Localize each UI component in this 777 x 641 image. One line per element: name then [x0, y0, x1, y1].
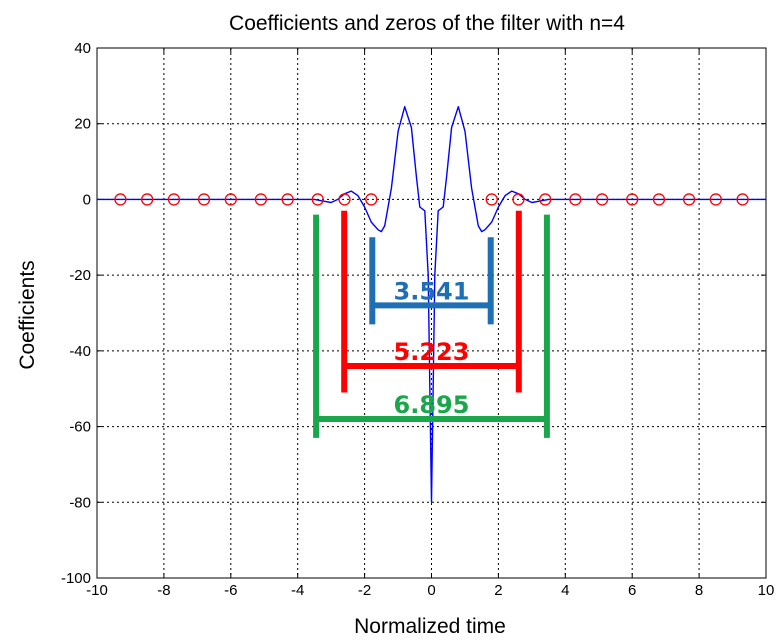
- y-tick-label: -100: [61, 570, 91, 587]
- x-tick-label: -4: [291, 582, 304, 599]
- chart-title: Coefficients and zeros of the filter wit…: [229, 12, 625, 35]
- x-tick-label: 8: [695, 582, 703, 599]
- zero-marker: [652, 193, 666, 206]
- y-tick-label: -20: [69, 267, 91, 284]
- x-tick-label: -10: [86, 582, 108, 599]
- bracket-label: 5.223: [394, 338, 470, 366]
- zero-marker: [626, 193, 639, 206]
- zero-marker: [595, 193, 609, 206]
- zero-marker: [114, 193, 127, 206]
- y-tick-label: 20: [74, 116, 91, 133]
- x-tick-label: -2: [358, 582, 371, 599]
- zero-marker: [254, 193, 268, 206]
- x-axis-label: Normalized time: [354, 615, 506, 638]
- y-tick-label: -80: [69, 494, 91, 511]
- coefficient-line: [97, 105, 766, 503]
- x-tick-label: -6: [224, 582, 237, 599]
- zero-marker: [485, 193, 498, 206]
- y-axis-label: Coefficients: [16, 260, 39, 369]
- series: [97, 105, 766, 503]
- zero-marker: [682, 193, 696, 206]
- zero-marker: [539, 193, 552, 206]
- bracket-label: 3.541: [394, 277, 470, 305]
- bracket-label: 6.895: [394, 391, 470, 419]
- x-tick-label: 4: [561, 582, 569, 599]
- y-tick-label: -40: [69, 343, 91, 360]
- zero-marker: [569, 193, 582, 206]
- zero-marker: [709, 193, 722, 206]
- zero-marker: [197, 193, 211, 206]
- x-tick-label: 10: [758, 582, 775, 599]
- x-tick-label: 2: [494, 582, 502, 599]
- x-tick-label: 6: [628, 582, 636, 599]
- zero-marker: [365, 193, 378, 206]
- y-tick-label: 40: [74, 40, 91, 57]
- zero-marker: [338, 193, 351, 206]
- x-tick-label: -8: [157, 582, 170, 599]
- y-tick-label: -60: [69, 419, 91, 436]
- zero-marker: [141, 193, 154, 206]
- zero-marker: [167, 193, 181, 206]
- y-tick-label: 0: [83, 191, 91, 208]
- zero-marker: [281, 193, 294, 206]
- zero-marker: [224, 193, 237, 206]
- x-tick-label: 0: [427, 582, 435, 599]
- zero-marker: [512, 193, 525, 206]
- zero-marker: [736, 193, 749, 206]
- annotations: 3.541 5.223 6.895: [313, 210, 550, 438]
- zero-marker: [311, 193, 324, 206]
